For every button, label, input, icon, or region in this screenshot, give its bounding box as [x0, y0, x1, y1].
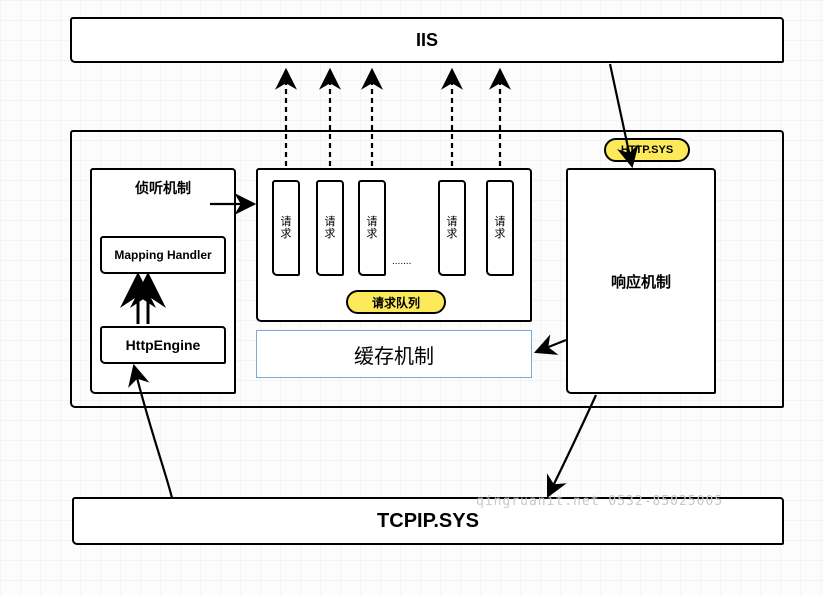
- httpsys-badge: HTTP.SYS: [604, 138, 690, 162]
- request-box: 请求: [438, 180, 466, 276]
- request-label: 请求: [493, 216, 507, 240]
- httpengine-label: HttpEngine: [126, 337, 201, 353]
- request-box: 请求: [358, 180, 386, 276]
- request-box: 请求: [272, 180, 300, 276]
- watermark: qingruanit.net 0532-85025005: [476, 494, 723, 509]
- ellipsis: .......: [392, 256, 411, 267]
- httpengine-box: HttpEngine: [100, 326, 226, 364]
- request-label: 请求: [323, 216, 337, 240]
- request-label: 请求: [365, 216, 379, 240]
- request-label: 请求: [279, 216, 293, 240]
- response-to-tcpip: [548, 395, 596, 496]
- request-box: 请求: [316, 180, 344, 276]
- request-box: 请求: [486, 180, 514, 276]
- response-panel: 响应机制: [566, 168, 716, 394]
- cache-box: 缓存机制: [256, 330, 532, 378]
- httpsys-badge-label: HTTP.SYS: [621, 144, 673, 156]
- response-label: 响应机制: [611, 271, 671, 292]
- listen-title: 侦听机制: [90, 178, 236, 198]
- mapping-handler-label: Mapping Handler: [114, 248, 211, 262]
- iis-label: IIS: [416, 30, 438, 51]
- iis-box: IIS: [70, 17, 784, 63]
- mapping-handler-box: Mapping Handler: [100, 236, 226, 274]
- tcpip-label: TCPIP.SYS: [377, 510, 479, 533]
- queue-badge: 请求队列: [346, 290, 446, 314]
- queue-badge-label: 请求队列: [372, 294, 420, 311]
- cache-label: 缓存机制: [354, 340, 434, 369]
- request-label: 请求: [445, 216, 459, 240]
